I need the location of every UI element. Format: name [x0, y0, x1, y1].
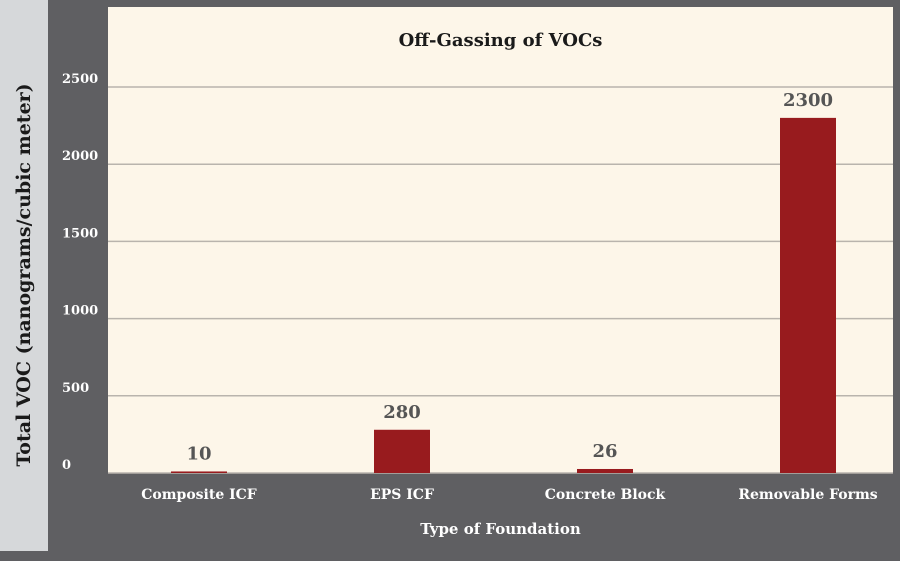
data-label: 280 [383, 402, 421, 423]
bar [171, 471, 227, 473]
y-axis-label-panel: Total VOC (nanograms/cubic meter) [0, 0, 48, 551]
y-tick-label: 2000 [62, 149, 98, 164]
x-tick-label: Removable Forms [738, 487, 877, 503]
data-label: 2300 [783, 90, 833, 111]
y-tick-label: 1500 [62, 226, 98, 241]
bar [374, 429, 430, 473]
y-tick-label: 2500 [62, 72, 98, 87]
x-tick-label: Concrete Block [545, 487, 666, 503]
y-tick-label: 0 [62, 458, 71, 473]
bar [780, 117, 836, 473]
bar [577, 468, 633, 473]
x-axis-label: Type of Foundation [420, 520, 581, 538]
y-tick-label: 500 [62, 381, 89, 396]
x-tick-label: EPS ICF [370, 487, 434, 503]
data-label: 10 [186, 443, 211, 464]
chart-title: Off-Gassing of VOCs [398, 30, 603, 51]
data-label: 26 [592, 441, 617, 462]
x-tick-label: Composite ICF [141, 487, 257, 503]
y-tick-label: 1000 [62, 304, 98, 319]
